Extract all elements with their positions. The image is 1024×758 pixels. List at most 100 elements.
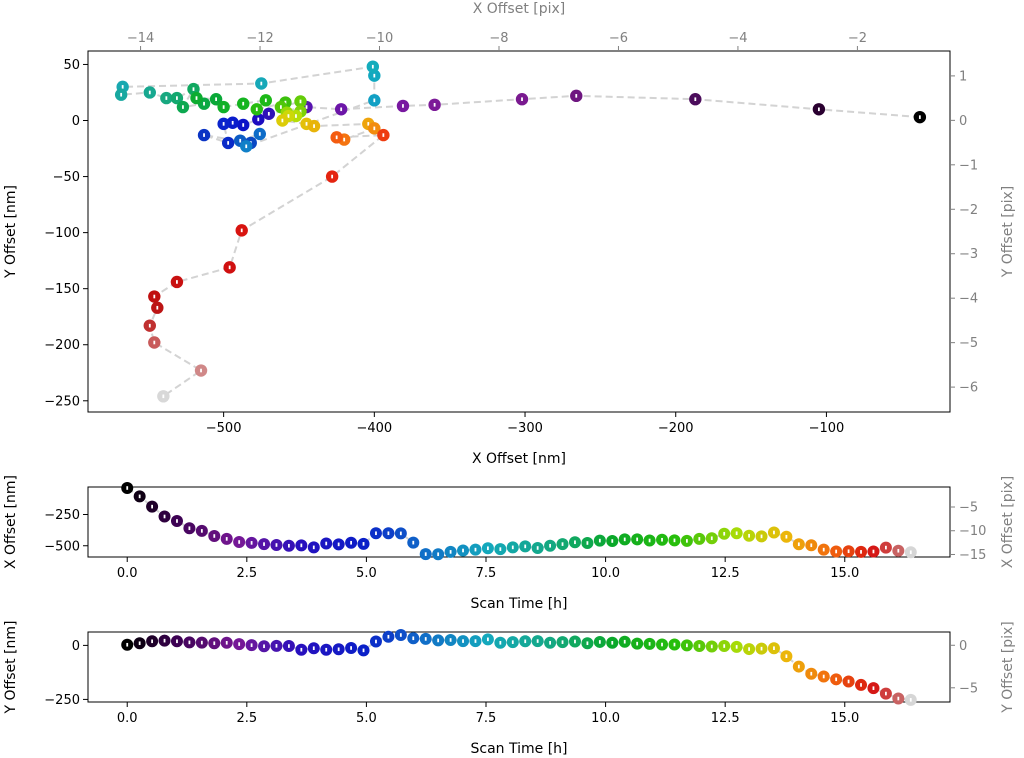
xt-xtick-label: 2.5 xyxy=(236,566,257,581)
yt-point-cap xyxy=(735,645,738,649)
yt-point-cap xyxy=(225,641,228,645)
xy-point-cap xyxy=(433,103,436,107)
xy-ytick-label: 0 xyxy=(72,114,80,129)
yt-point-cap xyxy=(337,647,340,652)
xt-point-cap xyxy=(462,548,464,553)
xy-point-cap xyxy=(227,141,230,145)
xy-point-cap xyxy=(305,122,308,126)
yt-point-cap xyxy=(549,641,551,645)
xt-point-cap xyxy=(325,541,328,546)
xt-xtick-label: 0.0 xyxy=(117,566,138,581)
yt-point-cap xyxy=(524,639,527,644)
xy-point-cap xyxy=(222,105,225,109)
yt-xtick-label: 5.0 xyxy=(356,711,377,726)
xt-point-cap xyxy=(424,552,427,556)
xy-xtick-label: −500 xyxy=(206,421,242,436)
xy-point-cap xyxy=(200,368,202,373)
xt-point-cap xyxy=(735,531,738,536)
xt-point-cap xyxy=(350,540,352,545)
xy-point-cap xyxy=(242,101,245,106)
xy-point-cap xyxy=(918,115,921,119)
xt-point-cap xyxy=(250,541,253,545)
xy-point-cap xyxy=(267,111,270,116)
xy-point-cap xyxy=(264,98,267,103)
xy-xtick-label: −100 xyxy=(809,421,845,436)
yt-xtick-label: 0.0 xyxy=(117,711,138,726)
yt-point-cap xyxy=(661,642,663,647)
yt-point-cap xyxy=(623,639,626,644)
yt-right-ylabel: Y Offset [pix] xyxy=(1000,621,1016,714)
xt-point-cap xyxy=(412,540,415,545)
yt-point-cap xyxy=(536,639,539,643)
yt-xtick-label: 12.5 xyxy=(711,711,740,726)
xy-point-cap xyxy=(284,100,287,105)
xy-top-xlabel: X Offset [pix] xyxy=(473,1,566,17)
yt-xtick-label: 2.5 xyxy=(236,711,257,726)
yt-point-cap xyxy=(909,698,912,702)
yt-point-cap xyxy=(897,696,900,701)
xt-point-cap xyxy=(151,504,153,509)
xt-xtick-label: 5.0 xyxy=(356,566,377,581)
xy-point-cap xyxy=(153,340,156,345)
xt-point-cap xyxy=(312,545,315,550)
xy-point-cap xyxy=(162,394,165,399)
xy-point-cap xyxy=(373,126,376,131)
xt-point-cap xyxy=(138,494,141,499)
yt-point-cap xyxy=(138,641,141,646)
xy-point-cap xyxy=(121,85,124,89)
xy-top-xtick-label: −6 xyxy=(609,31,628,46)
xt-point-cap xyxy=(288,543,290,548)
xt-point-cap xyxy=(636,537,639,542)
yt-point-cap xyxy=(835,677,838,682)
xy-ylabel: Y Offset [nm] xyxy=(3,185,19,279)
yt-xlabel: Scan Time [h] xyxy=(471,741,568,757)
yt-point-cap xyxy=(586,641,589,646)
xy-point-cap xyxy=(340,107,343,112)
xy-point-cap xyxy=(222,122,225,126)
xy-right-ytick-label: −6 xyxy=(959,381,978,396)
xy-top-xtick-label: −14 xyxy=(127,31,154,46)
xt-point-cap xyxy=(536,546,539,550)
yt-point-cap xyxy=(511,640,514,644)
xt-point-cap xyxy=(449,550,452,554)
xy-point-cap xyxy=(165,96,168,100)
yt-point-cap xyxy=(847,679,850,684)
yt-point-cap xyxy=(785,654,788,658)
xt-point-cap xyxy=(586,541,589,545)
yt-ylabel: Y Offset [nm] xyxy=(3,621,19,715)
xy-point-cap xyxy=(148,90,151,95)
yt-point-cap xyxy=(275,644,278,648)
xy-point-cap xyxy=(373,98,376,103)
yt-point-cap xyxy=(263,644,265,649)
yt-point-cap xyxy=(437,638,440,643)
xt-point-cap xyxy=(661,537,663,542)
yt-point-cap xyxy=(126,642,129,647)
yt-point-cap xyxy=(611,641,614,645)
xt-series-line xyxy=(126,487,911,556)
xt-point-cap xyxy=(822,547,825,552)
xy-point-cap xyxy=(257,117,260,122)
yt-point-cap xyxy=(499,641,502,645)
xt-point-cap xyxy=(176,519,178,523)
yt-point-cap xyxy=(723,644,726,648)
yt-point-cap xyxy=(163,638,166,643)
xt-point-cap xyxy=(375,531,377,536)
yt-point-cap xyxy=(487,637,489,642)
xy-point-cap xyxy=(258,132,261,136)
xy-ytick-label: 50 xyxy=(63,58,80,73)
xt-point-cap xyxy=(810,543,813,548)
xy-point-cap xyxy=(367,122,370,126)
xt-point-cap xyxy=(163,514,166,519)
yt-point-cap xyxy=(885,691,887,696)
xt-point-cap xyxy=(499,547,502,551)
yt-point-cap xyxy=(648,642,651,646)
xy-point-cap xyxy=(313,124,315,128)
xt-point-cap xyxy=(561,542,564,546)
xt-xlabel: Scan Time [h] xyxy=(471,596,568,612)
yt-point-cap xyxy=(375,639,377,644)
xy-ytick-label: −200 xyxy=(44,338,80,353)
xt-point-cap xyxy=(511,545,514,550)
xy-right-ytick-label: −4 xyxy=(959,292,978,307)
xy-point-cap xyxy=(331,174,334,179)
yt-point-cap xyxy=(598,640,601,644)
